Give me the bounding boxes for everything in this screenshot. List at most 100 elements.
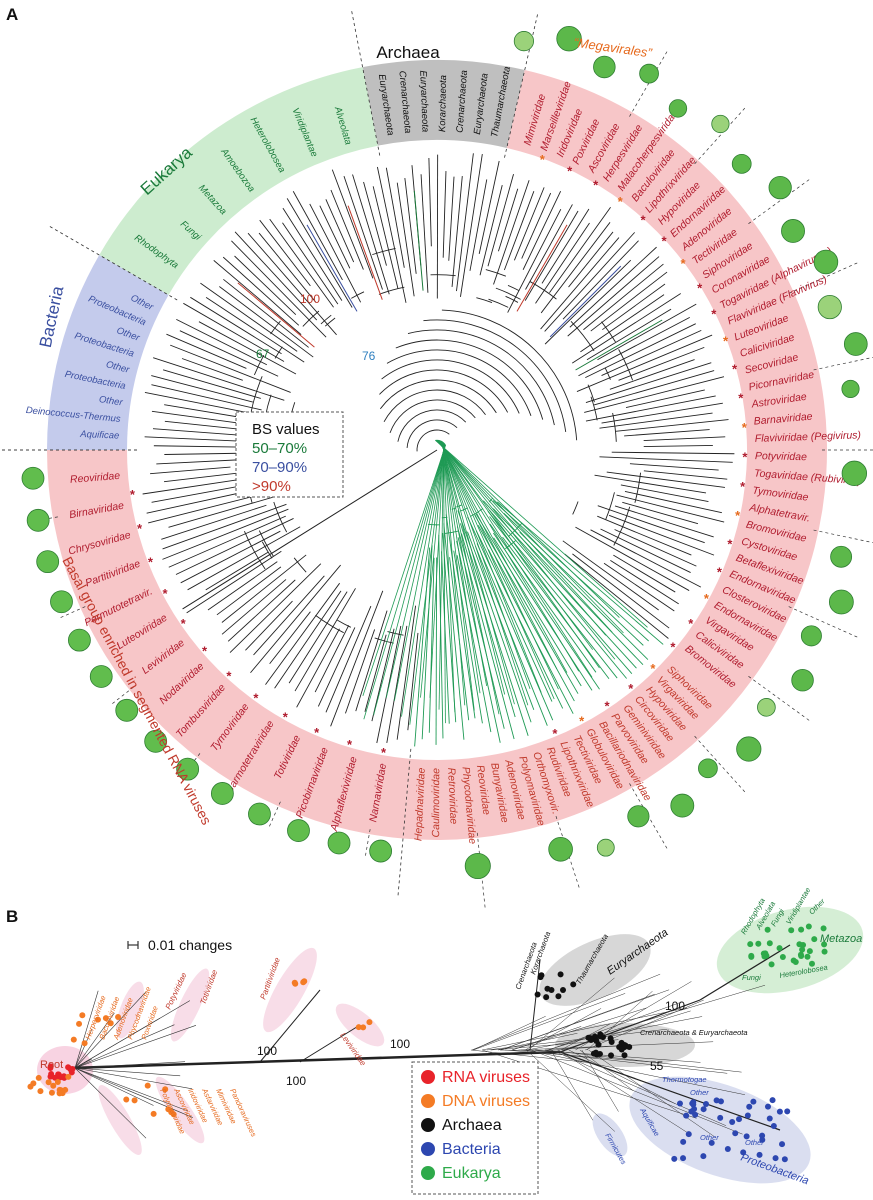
virion-icon <box>176 757 200 781</box>
tip-dot <box>76 1020 83 1027</box>
legend-swatch <box>421 1166 435 1180</box>
tip-dot <box>772 1155 779 1162</box>
sector-divider <box>813 529 873 544</box>
green-branch <box>437 439 600 669</box>
virus-branch <box>476 297 493 304</box>
tip-dot <box>766 940 773 947</box>
tip-dot <box>35 1074 42 1081</box>
virus-branch <box>576 334 713 392</box>
thin-branch <box>545 1049 742 1073</box>
backbone-arc <box>397 409 467 442</box>
cellular-branch <box>250 376 263 412</box>
virion-icon <box>548 837 573 862</box>
tip-dot <box>821 948 828 955</box>
cellular-branch <box>324 317 336 327</box>
virus-branch <box>585 362 712 404</box>
cellular-branch <box>319 205 351 269</box>
tip-dot <box>671 1155 678 1162</box>
legend-swatch <box>421 1070 435 1084</box>
bacteria-region <box>592 1113 628 1157</box>
basal-branch <box>182 449 438 610</box>
thin-branch <box>473 1015 546 1051</box>
domain-legend: RNA viruses DNA viruses Archaea Bacteria Euk… <box>411 1061 539 1195</box>
virus-branch <box>457 537 505 729</box>
virus-branch <box>325 605 372 713</box>
significance-star: * <box>735 508 741 523</box>
virus-branch <box>601 402 723 424</box>
virus-branch <box>487 174 514 267</box>
rna-clade-region <box>263 947 317 1033</box>
backbone-arc <box>416 429 450 452</box>
virus-branch <box>168 492 287 528</box>
tip-dot <box>360 1024 367 1031</box>
virus-branch <box>564 553 669 639</box>
tip-dot <box>48 1089 55 1096</box>
tip-dot <box>703 1100 710 1107</box>
virus-branch <box>606 471 726 488</box>
sector-divider <box>788 606 858 638</box>
virus-branch <box>427 523 440 526</box>
legend-swatch <box>421 1094 435 1108</box>
virion-icon <box>36 550 60 574</box>
virion-icon <box>841 460 868 487</box>
virus-branch <box>594 474 707 494</box>
cellular-branch <box>222 256 300 326</box>
backbone-arc <box>380 379 497 414</box>
thin-branch <box>74 990 99 1069</box>
bs-legend-item: >90% <box>252 478 291 495</box>
thin-branch <box>499 1049 560 1052</box>
significance-star: * <box>381 745 387 760</box>
virus-branch <box>364 634 387 712</box>
tip-dot <box>779 1141 786 1148</box>
tip-dot <box>808 960 815 967</box>
virus-branch <box>253 575 325 656</box>
green-branch <box>438 440 558 670</box>
virus-branch <box>216 566 282 616</box>
virus-branch <box>522 191 562 270</box>
clade-label: Fungi <box>742 973 761 982</box>
green-branch <box>442 442 456 713</box>
eukarya-region <box>716 906 864 994</box>
thin-branch <box>74 1067 193 1118</box>
tip-dot <box>65 1064 72 1071</box>
virus-branch <box>615 419 729 432</box>
thin-branch <box>471 973 661 1051</box>
significance-star: * <box>727 537 733 552</box>
tip-dot <box>700 1153 707 1160</box>
tip-dot <box>131 1097 138 1104</box>
green-branch <box>441 441 481 694</box>
sector-divider <box>813 356 873 371</box>
cellular-branch <box>198 321 297 375</box>
virion-icon <box>369 839 393 863</box>
significance-star: * <box>742 450 748 465</box>
green-branch <box>434 439 648 628</box>
virus-branch <box>525 204 573 290</box>
tip-dot <box>557 971 564 978</box>
green-branch <box>438 439 568 673</box>
significance-star: * <box>662 233 668 248</box>
virion-icon <box>464 852 491 880</box>
tip-dot <box>732 1130 739 1137</box>
virus-branch <box>485 269 507 277</box>
virus-branch <box>578 316 690 377</box>
scale-bar: 0.01 changes <box>127 937 232 953</box>
virus-branch <box>459 523 529 736</box>
tip-dot <box>797 951 804 958</box>
dna-clade-region <box>155 1076 205 1144</box>
thin-branch <box>473 993 626 1051</box>
virus-branch <box>269 611 311 665</box>
virus-branch <box>593 370 715 406</box>
sector-divider <box>267 801 281 830</box>
clade-label: Other <box>745 1138 764 1147</box>
leaf-label: Barnaviridae <box>753 410 813 427</box>
tip-dot <box>798 926 805 933</box>
green-branch <box>440 440 529 706</box>
green-branch <box>438 439 580 672</box>
leaf-label: Aquificae <box>79 429 120 442</box>
domain-sector-eukarya <box>99 67 378 295</box>
green-branch <box>439 440 555 700</box>
virus-branch <box>540 222 611 314</box>
virus-branch <box>456 555 492 733</box>
thin-branch <box>550 1049 594 1121</box>
cellular-branch <box>376 166 407 303</box>
